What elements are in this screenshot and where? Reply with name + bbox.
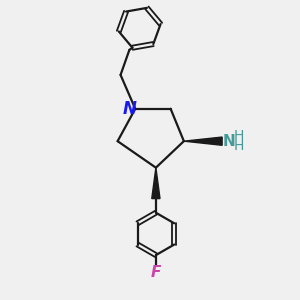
- Text: F: F: [151, 265, 161, 280]
- Text: H: H: [233, 129, 244, 143]
- Text: H: H: [233, 140, 244, 154]
- Text: N: N: [123, 100, 137, 118]
- Polygon shape: [152, 168, 160, 199]
- Polygon shape: [184, 137, 222, 145]
- Text: N: N: [222, 134, 235, 149]
